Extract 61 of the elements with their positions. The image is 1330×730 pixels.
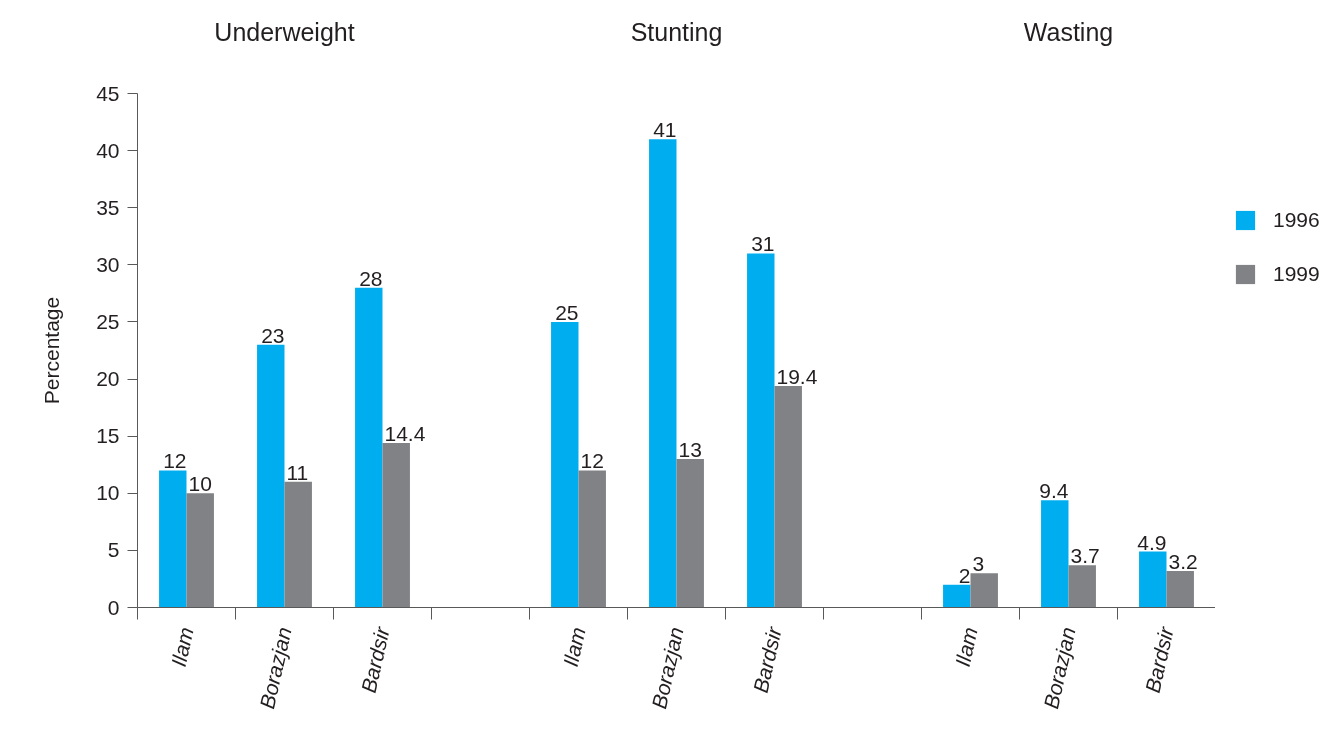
x-tick-label: Bardsir xyxy=(356,624,394,695)
bar xyxy=(747,253,775,608)
bar xyxy=(1139,551,1167,608)
y-tick-label: 5 xyxy=(107,538,120,562)
data-label: 2 xyxy=(958,563,971,587)
data-label: 14.4 xyxy=(384,422,426,446)
bar xyxy=(355,287,383,608)
y-tick-label: 25 xyxy=(96,309,120,333)
x-tick-label: Borazjan xyxy=(647,624,688,711)
bar xyxy=(578,470,606,608)
data-label: 23 xyxy=(261,323,285,347)
data-label: 10 xyxy=(188,472,212,496)
bar xyxy=(774,385,802,608)
data-label: 3.7 xyxy=(1070,544,1100,568)
legend-label: 1999 xyxy=(1273,262,1320,286)
bar xyxy=(257,344,285,608)
bar xyxy=(551,321,579,608)
x-tick-label: Borazjan xyxy=(1039,624,1080,711)
y-axis-title: Percentage xyxy=(40,296,64,405)
data-label: 31 xyxy=(751,232,775,256)
text: Underweight xyxy=(214,18,355,46)
y-tick-label: 10 xyxy=(96,481,120,505)
data-label: 3.2 xyxy=(1168,549,1198,573)
bar xyxy=(284,481,312,608)
x-tick-label: Ilam xyxy=(166,624,198,669)
y-tick-label: 20 xyxy=(96,367,120,391)
bar xyxy=(1041,500,1069,608)
x-tick-label: Bardsir xyxy=(1140,624,1178,695)
x-tick-label: Bardsir xyxy=(748,624,786,695)
x-tick-label: Ilam xyxy=(950,624,982,669)
data-label: 11 xyxy=(286,460,309,484)
data-label: 19.4 xyxy=(776,364,818,388)
y-tick-label: 35 xyxy=(96,195,120,219)
data-label: 12 xyxy=(163,449,187,473)
y-tick-label: 15 xyxy=(96,424,120,448)
legend-label: 1996 xyxy=(1273,208,1320,232)
data-label: 9.4 xyxy=(1039,479,1069,503)
data-label: 4.9 xyxy=(1137,530,1167,554)
bar xyxy=(649,139,677,608)
x-tick-label: Borazjan xyxy=(255,624,296,711)
data-label: 41 xyxy=(653,118,677,142)
bar xyxy=(1166,570,1194,608)
data-label: 13 xyxy=(678,438,702,462)
data-label: 28 xyxy=(359,266,383,290)
y-tick-label: 0 xyxy=(107,595,120,619)
data-label: 12 xyxy=(580,449,604,473)
data-label: 25 xyxy=(555,300,579,324)
y-tick-label: 40 xyxy=(96,138,120,162)
bar xyxy=(186,493,214,608)
bar xyxy=(159,470,187,608)
bar xyxy=(970,573,998,608)
bar xyxy=(676,459,704,608)
bar xyxy=(382,443,410,608)
bar xyxy=(1068,565,1096,608)
bar xyxy=(943,584,971,608)
y-tick-label: 30 xyxy=(96,252,120,276)
text: Wasting xyxy=(1023,18,1114,46)
x-tick-label: Ilam xyxy=(558,624,590,669)
y-tick-label: 45 xyxy=(96,81,120,105)
text: Stunting xyxy=(630,18,723,46)
data-label: 3 xyxy=(972,552,985,576)
